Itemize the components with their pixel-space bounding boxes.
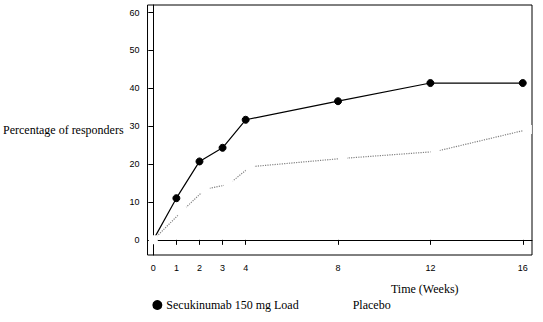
svg-text:2: 2: [197, 263, 202, 273]
svg-text:4: 4: [243, 263, 248, 273]
svg-text:1: 1: [174, 263, 179, 273]
svg-text:Percentage of responders: Percentage of responders: [3, 123, 124, 137]
svg-text:16: 16: [518, 263, 528, 273]
svg-text:Placebo: Placebo: [353, 298, 391, 312]
svg-text:Time (Weeks): Time (Weeks): [391, 282, 459, 296]
svg-text:3: 3: [220, 263, 225, 273]
svg-text:8: 8: [336, 263, 341, 273]
svg-text:12: 12: [425, 263, 435, 273]
svg-text:0: 0: [151, 263, 156, 273]
svg-text:30: 30: [130, 121, 140, 131]
svg-text:20: 20: [130, 159, 140, 169]
svg-text:50: 50: [130, 45, 140, 55]
svg-text:0: 0: [135, 235, 140, 245]
svg-text:10: 10: [130, 197, 140, 207]
svg-text:60: 60: [130, 8, 140, 18]
svg-text:Secukinumab 150 mg Load: Secukinumab 150 mg Load: [166, 298, 298, 312]
svg-text:40: 40: [130, 83, 140, 93]
